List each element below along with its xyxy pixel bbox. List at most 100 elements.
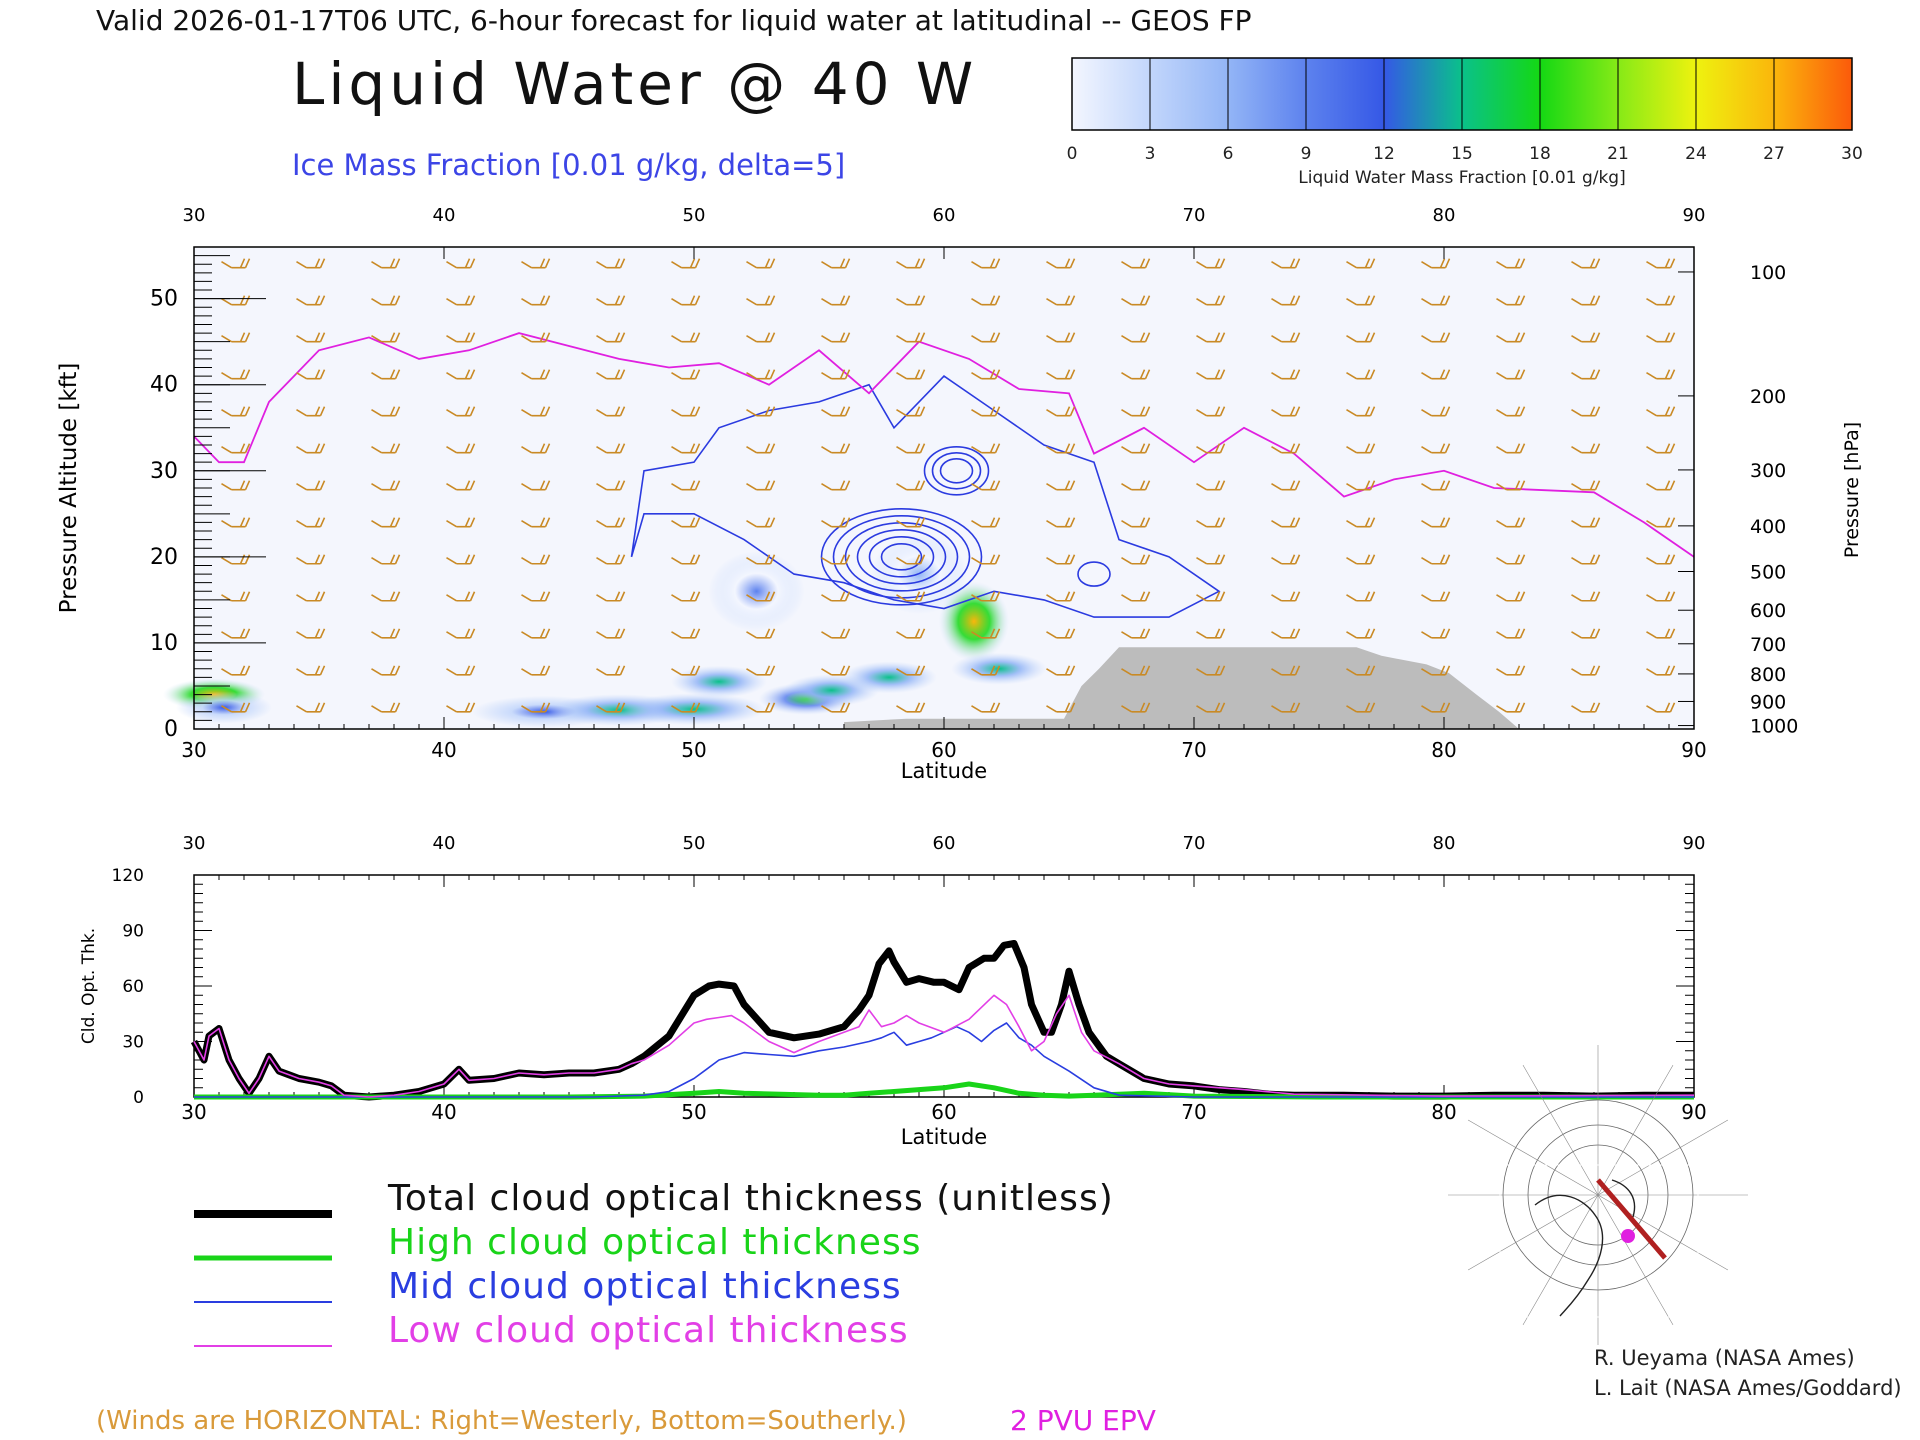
- ice-contour-outer: [630, 375, 1221, 618]
- wind-barb: [1046, 258, 1076, 269]
- wind-barb: [1496, 443, 1526, 454]
- wind-barb: [1196, 591, 1226, 602]
- wind-barb: [296, 702, 326, 713]
- wind-barb: [1646, 554, 1676, 565]
- wind-barb: [971, 591, 1001, 602]
- wind-barb: [1571, 702, 1601, 713]
- wind-barb: [1496, 702, 1526, 713]
- winds-note: (Winds are HORIZONTAL: Right=Westerly, B…: [96, 1406, 907, 1436]
- wind-barb: [1046, 295, 1076, 306]
- wind-barb: [671, 406, 701, 417]
- wind-barb: [1496, 554, 1526, 565]
- pressure-tick-label: 100: [1750, 262, 1786, 284]
- wind-barb: [896, 702, 926, 713]
- wind-barb: [521, 369, 551, 380]
- wind-barb: [1196, 480, 1226, 491]
- liquid-water-blob: [622, 693, 766, 726]
- y-tick-label: 120: [112, 866, 144, 886]
- colorbar-tick-label: 9: [1301, 144, 1312, 164]
- wind-barb: [1496, 517, 1526, 528]
- wind-barb: [1421, 332, 1451, 343]
- y-axis-label-right: Pressure [hPa]: [1841, 422, 1863, 558]
- wind-barb: [746, 332, 776, 343]
- wind-barb: [521, 702, 551, 713]
- wind-barb: [1046, 332, 1076, 343]
- credit-ueyama: R. Ueyama (NASA Ames): [1594, 1346, 1855, 1370]
- wind-barb: [1421, 628, 1451, 639]
- wind-barb: [1421, 554, 1451, 565]
- chart-title: Liquid Water @ 40 W: [292, 50, 978, 118]
- wind-barb: [1346, 295, 1376, 306]
- wind-barb: [371, 665, 401, 676]
- wind-barb: [446, 258, 476, 269]
- map-meridian: [1597, 1064, 1674, 1196]
- wind-barb: [671, 258, 701, 269]
- wind-barb: [671, 517, 701, 528]
- x-tick-label-top: 80: [1433, 833, 1456, 854]
- wind-barb: [521, 665, 551, 676]
- x-tick-label-top: 60: [933, 833, 956, 854]
- wind-barb: [1496, 295, 1526, 306]
- legend-label-high: High cloud optical thickness: [388, 1222, 922, 1263]
- wind-barb: [1571, 406, 1601, 417]
- wind-barb: [1346, 702, 1376, 713]
- wind-barb: [746, 295, 776, 306]
- wind-barb: [221, 554, 251, 565]
- wind-barb: [1121, 702, 1151, 713]
- wind-barb: [1196, 406, 1226, 417]
- wind-barb: [521, 406, 551, 417]
- pressure-tick-label: 800: [1750, 664, 1786, 686]
- colorbar-tick-label: 12: [1373, 144, 1395, 164]
- wind-barb: [821, 517, 851, 528]
- x-tick-label: 30: [181, 738, 206, 762]
- wind-barb: [1196, 369, 1226, 380]
- wind-barb: [221, 665, 251, 676]
- wind-barb: [1346, 480, 1376, 491]
- wind-barb: [596, 554, 626, 565]
- ice-contour: [856, 529, 947, 585]
- wind-barb: [521, 258, 551, 269]
- wind-barb: [1421, 517, 1451, 528]
- wind-barb: [671, 443, 701, 454]
- wind-barb: [746, 406, 776, 417]
- wind-barb: [1571, 628, 1601, 639]
- x-tick-label-top: 80: [1433, 205, 1456, 226]
- ice-contour: [1077, 561, 1111, 587]
- wind-barb: [1121, 480, 1151, 491]
- wind-barb: [1046, 443, 1076, 454]
- colorbar-tick-label: 24: [1685, 144, 1707, 164]
- wind-barb: [1421, 480, 1451, 491]
- wind-barb: [221, 332, 251, 343]
- wind-barb: [896, 443, 926, 454]
- wind-barb: [221, 480, 251, 491]
- wind-barb: [1571, 517, 1601, 528]
- wind-barb: [1121, 591, 1151, 602]
- wind-barb: [896, 591, 926, 602]
- wind-barb: [521, 295, 551, 306]
- wind-barb: [296, 665, 326, 676]
- wind-barb: [296, 406, 326, 417]
- wind-barb: [221, 517, 251, 528]
- wind-barb: [1121, 517, 1151, 528]
- wind-barb: [371, 480, 401, 491]
- wind-barb: [1646, 369, 1676, 380]
- wind-barb: [296, 591, 326, 602]
- wind-barb: [896, 554, 926, 565]
- map-location-marker: [1621, 1229, 1635, 1243]
- pressure-tick-label: 600: [1750, 600, 1786, 622]
- wind-barb: [296, 443, 326, 454]
- wind-barb: [671, 369, 701, 380]
- wind-barb: [971, 628, 1001, 639]
- wind-barb: [596, 369, 626, 380]
- wind-barb: [521, 628, 551, 639]
- wind-barb: [371, 406, 401, 417]
- wind-barb: [1571, 591, 1601, 602]
- wind-barb: [896, 480, 926, 491]
- wind-barb: [671, 480, 701, 491]
- wind-barb: [296, 480, 326, 491]
- wind-barb: [671, 591, 701, 602]
- credit-lait: L. Lait (NASA Ames/Goddard): [1594, 1376, 1902, 1400]
- wind-barb: [371, 443, 401, 454]
- y-tick-label: 0: [164, 717, 178, 742]
- ice-contour: [868, 536, 935, 578]
